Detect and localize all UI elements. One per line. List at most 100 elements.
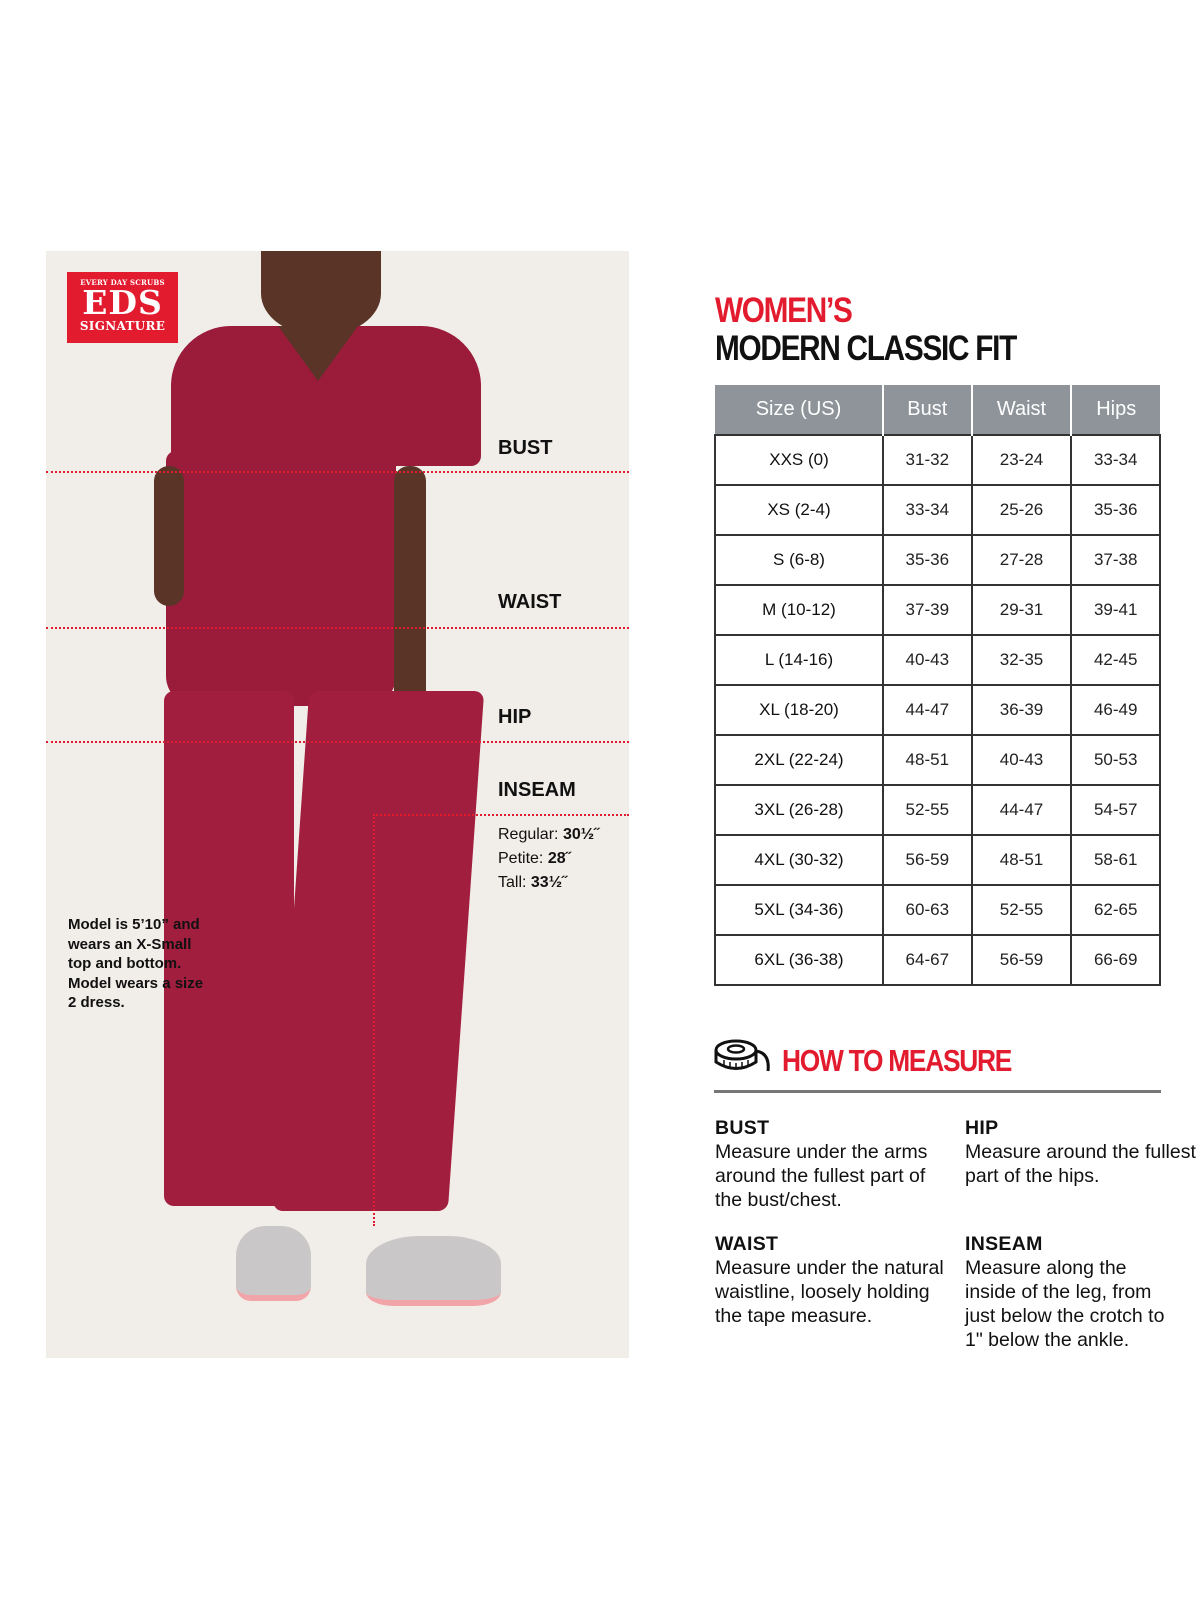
measurement-cell: 48-51	[882, 734, 973, 786]
table-row: 3XL (26-28) 52-55 44-47 54-57	[714, 784, 1161, 836]
measurement-cell: 48-51	[970, 834, 1073, 886]
column-header: Size (US)	[715, 385, 884, 435]
model-photo: EVERY DAY SCRUBS EDS SIGNATURE BUST WAIS…	[46, 251, 629, 1358]
measurement-cell: 52-55	[970, 884, 1073, 936]
measurement-cell: 35-36	[1070, 484, 1161, 536]
size-cell: XS (2-4)	[714, 484, 884, 536]
hip-instructions: HIP Measure around the fullest part of th…	[965, 1116, 1200, 1188]
bust-instructions: BUST Measure under the arms around the fu…	[715, 1116, 955, 1212]
size-cell: 2XL (22-24)	[714, 734, 884, 786]
measurement-cell: 64-67	[882, 934, 973, 986]
measurement-cell: 66-69	[1070, 934, 1161, 986]
waist-text: Measure under the natural waistline, loo…	[715, 1257, 944, 1327]
measurement-cell: 37-38	[1070, 534, 1161, 586]
table-row: XL (18-20) 44-47 36-39 46-49	[714, 684, 1161, 736]
inseam-text: Measure along the inside of the leg, fro…	[965, 1257, 1165, 1351]
right-shoe	[366, 1236, 501, 1306]
size-cell: M (10-12)	[714, 584, 884, 636]
table-row: M (10-12) 37-39 29-31 39-41	[714, 584, 1161, 636]
size-cell: 3XL (26-28)	[714, 784, 884, 836]
measurement-cell: 44-47	[882, 684, 973, 736]
size-cell: 6XL (36-38)	[714, 934, 884, 986]
model-note: Model is 5’10” and wears an X-Small top …	[68, 916, 204, 1011]
table-row: S (6-8) 35-36 27-28 37-38	[714, 534, 1161, 586]
logo-subtitle: SIGNATURE	[79, 319, 166, 333]
measurement-cell: 35-36	[882, 534, 973, 586]
measurement-cell: 62-65	[1070, 884, 1161, 936]
measurement-cell: 39-41	[1070, 584, 1161, 636]
measurement-cell: 27-28	[970, 534, 1073, 586]
left-arm	[154, 466, 184, 606]
inseam-instructions: INSEAM Measure along the inside of the le…	[965, 1232, 1175, 1352]
measurement-cell: 42-45	[1070, 634, 1161, 686]
measurement-cell: 40-43	[970, 734, 1073, 786]
measurement-cell: 56-59	[882, 834, 973, 886]
measurement-cell: 31-32	[882, 434, 973, 486]
table-row: L (14-16) 40-43 32-35 42-45	[714, 634, 1161, 686]
measurement-cell: 37-39	[882, 584, 973, 636]
inseam-vertical-line	[373, 814, 375, 1226]
inseam-label: INSEAM	[498, 779, 576, 801]
inseam-line	[373, 814, 629, 816]
logo-wordmark: EDS	[82, 283, 163, 322]
scrub-top-body	[166, 451, 396, 706]
table-row: 2XL (22-24) 48-51 40-43 50-53	[714, 734, 1161, 786]
table-row: 5XL (34-36) 60-63 52-55 62-65	[714, 884, 1161, 936]
tape-measure-icon	[714, 1037, 772, 1080]
inseam-lengths: Regular: 30½˝ Petite: 28˝ Tall: 33½˝	[498, 823, 599, 895]
title-womens: WOMEN’S	[715, 291, 853, 330]
how-to-measure-title: HOW TO MEASURE	[782, 1043, 1012, 1078]
measurement-cell: 58-61	[1070, 834, 1161, 886]
inseam-regular: Regular: 30½˝	[498, 826, 600, 843]
page-title: WOMEN’S MODERN CLASSIC FIT	[715, 291, 1017, 368]
measurement-cell: 44-47	[970, 784, 1073, 836]
measurement-cell: 29-31	[970, 584, 1073, 636]
measurement-cell: 46-49	[1070, 684, 1161, 736]
table-row: 4XL (30-32) 56-59 48-51 58-61	[714, 834, 1161, 886]
bust-text: Measure under the arms around the fulles…	[715, 1141, 928, 1211]
measurement-cell: 56-59	[970, 934, 1073, 986]
measurement-cell: 52-55	[882, 784, 973, 836]
bust-heading: BUST	[715, 1117, 770, 1139]
measurement-cell: 40-43	[882, 634, 973, 686]
table-header: Size (US) Bust Waist Hips	[715, 385, 1160, 435]
measurement-cell: 36-39	[970, 684, 1073, 736]
divider	[714, 1090, 1161, 1093]
waist-line	[46, 627, 629, 629]
waist-heading: WAIST	[715, 1233, 779, 1255]
eds-signature-logo: EVERY DAY SCRUBS EDS SIGNATURE	[67, 272, 178, 343]
model-head	[261, 251, 381, 336]
size-cell: S (6-8)	[714, 534, 884, 586]
size-cell: L (14-16)	[714, 634, 884, 686]
bust-line	[46, 471, 629, 473]
size-chart-table: Size (US) Bust Waist Hips XXS (0) 31-32 23-24…	[714, 385, 1161, 986]
measurement-cell: 54-57	[1070, 784, 1161, 836]
size-cell: 5XL (34-36)	[714, 884, 884, 936]
waist-label: WAIST	[498, 591, 562, 613]
hip-label: HIP	[498, 706, 532, 728]
hip-text: Measure around the fullest part of the h…	[965, 1141, 1196, 1187]
bust-label: BUST	[498, 437, 553, 459]
logo-tagline: EVERY DAY SCRUBS	[80, 278, 165, 287]
table-row: 6XL (36-38) 64-67 56-59 66-69	[714, 934, 1161, 986]
pants-right-leg	[272, 691, 485, 1211]
size-cell: XXS (0)	[714, 434, 884, 486]
title-fit: MODERN CLASSIC FIT	[715, 329, 1017, 368]
column-header: Hips	[1071, 385, 1160, 435]
pants-left-leg	[164, 691, 294, 1206]
measurement-cell: 50-53	[1070, 734, 1161, 786]
column-header: Waist	[971, 385, 1073, 435]
size-cell: 4XL (30-32)	[714, 834, 884, 886]
table-row: XS (2-4) 33-34 25-26 35-36	[714, 484, 1161, 536]
column-header: Bust	[883, 385, 973, 435]
table-row: XXS (0) 31-32 23-24 33-34	[714, 434, 1161, 486]
hip-line	[46, 741, 629, 743]
left-shoe	[236, 1226, 311, 1301]
inseam-petite: Petite: 28˝	[498, 850, 571, 867]
hip-heading: HIP	[965, 1117, 999, 1139]
waist-instructions: WAIST Measure under the natural waistline…	[715, 1232, 955, 1328]
inseam-tall: Tall: 33½˝	[498, 874, 568, 891]
measurement-cell: 60-63	[882, 884, 973, 936]
measurement-cell: 33-34	[1070, 434, 1161, 486]
measurement-cell: 25-26	[970, 484, 1073, 536]
